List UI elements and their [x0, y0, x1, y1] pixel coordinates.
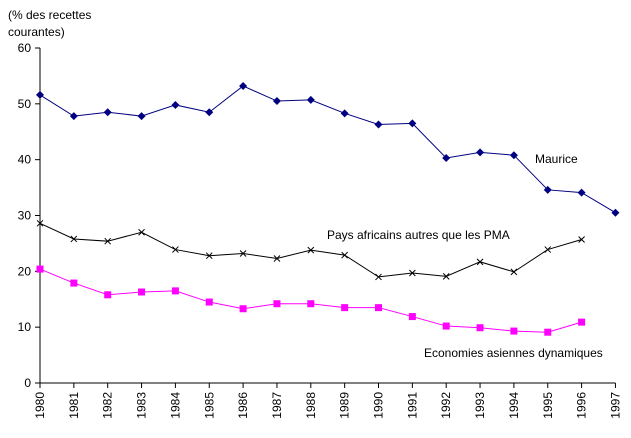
data-point	[341, 251, 349, 259]
data-point	[104, 237, 112, 245]
data-point	[104, 291, 112, 299]
x-tick-label: 1980	[33, 392, 47, 419]
data-point	[307, 300, 315, 308]
x-tick-label: 1985	[202, 392, 216, 419]
x-tick-label: 1993	[473, 392, 487, 419]
data-point	[375, 304, 382, 312]
data-point	[70, 279, 78, 287]
series-line	[39, 85, 616, 214]
y-tick-label: 50	[18, 97, 32, 111]
data-point	[375, 273, 382, 281]
data-point	[70, 235, 78, 243]
x-tick-label: 1997	[608, 392, 622, 419]
x-tick-label: 1982	[101, 392, 115, 419]
x-tick-label: 1986	[236, 392, 250, 419]
data-point	[36, 265, 44, 273]
axes: 0 10 20 30 40 50 60 1980 1981 1982 1983 1984 1985 198…	[18, 41, 623, 419]
y-tick-label: 0	[24, 376, 31, 390]
data-point	[341, 304, 349, 312]
y-tick-label: 60	[18, 41, 32, 55]
x-tick-label: 1992	[439, 392, 453, 419]
series-group	[36, 81, 620, 336]
annotations: Maurice Pays africains autres que les PM…	[327, 152, 603, 360]
x-tick-label: 1984	[168, 392, 182, 419]
data-point	[171, 287, 179, 295]
y-axis-label: (% des recettes courantes)	[8, 8, 91, 39]
data-point	[239, 305, 247, 313]
data-point	[273, 300, 281, 308]
data-point	[408, 269, 416, 277]
y-tick-label: 40	[18, 153, 32, 167]
x-tick-label: 1991	[405, 392, 419, 419]
data-point	[543, 185, 552, 194]
annotation-economies-asiennes: Economies asiennes dynamiques	[424, 346, 603, 360]
data-point	[577, 188, 586, 197]
data-point	[205, 108, 214, 117]
data-point	[611, 208, 620, 217]
data-point	[544, 328, 552, 336]
y-tick-label: 30	[18, 209, 32, 223]
x-tick-label: 1987	[270, 392, 284, 419]
data-point	[578, 318, 586, 326]
data-point	[172, 246, 179, 253]
y-axis-label-line-2: courantes)	[8, 25, 65, 39]
data-point	[138, 228, 145, 236]
data-point	[544, 246, 552, 253]
data-point	[103, 108, 112, 117]
data-point	[272, 97, 281, 106]
x-tick-label: 1989	[338, 392, 352, 419]
data-point	[476, 324, 484, 332]
x-tick-label: 1990	[372, 392, 386, 419]
data-point	[36, 219, 44, 227]
data-point	[442, 273, 450, 280]
data-point	[578, 236, 585, 243]
annotation-maurice: Maurice	[535, 152, 578, 166]
data-point	[408, 119, 417, 128]
data-point	[171, 100, 180, 109]
data-point	[442, 322, 450, 330]
data-point	[374, 120, 383, 129]
x-tick-label: 1995	[541, 392, 555, 419]
data-point	[510, 268, 518, 276]
x-tick-label: 1981	[67, 392, 81, 419]
series-2	[36, 265, 586, 336]
x-tick-label: 1983	[135, 392, 149, 419]
y-axis-label-line-1: (% des recettes	[8, 8, 91, 22]
data-point	[273, 255, 281, 262]
data-point	[408, 313, 416, 321]
data-point	[239, 81, 248, 90]
data-point	[36, 90, 44, 99]
data-point	[340, 109, 349, 118]
y-tick-label: 10	[18, 320, 32, 334]
data-point	[510, 327, 518, 335]
data-point	[205, 252, 213, 260]
data-point	[306, 95, 315, 104]
data-point	[239, 250, 247, 257]
data-point	[509, 151, 518, 160]
series-1	[36, 219, 585, 281]
data-point	[442, 153, 451, 162]
data-point	[205, 298, 213, 306]
data-point	[476, 148, 485, 157]
data-point	[476, 258, 484, 266]
x-tick-label: 1996	[575, 392, 589, 419]
data-point	[137, 112, 146, 121]
data-point	[69, 112, 78, 121]
series-0	[36, 81, 620, 217]
x-tick-label: 1988	[304, 392, 318, 419]
data-point	[138, 288, 146, 296]
y-tick-label: 20	[18, 264, 32, 278]
x-tick-label: 1994	[507, 392, 521, 419]
data-point	[307, 246, 315, 254]
annotation-pays-africains: Pays africains autres que les PMA	[327, 228, 510, 242]
